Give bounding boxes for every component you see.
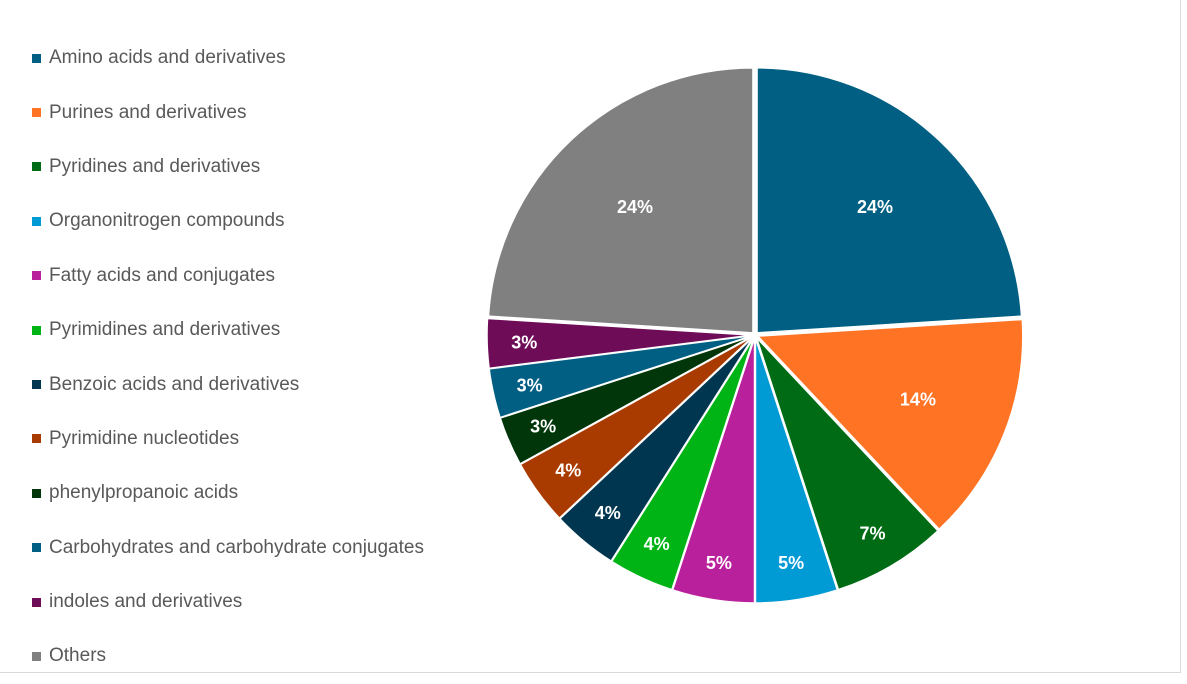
slice-data-label: 7% [860, 524, 886, 544]
pie-slice [756, 67, 1023, 334]
legend-item: Pyrimidine nucleotides [32, 412, 424, 466]
legend-label: indoles and derivatives [49, 591, 243, 613]
legend-item: Purines and derivatives [32, 85, 424, 139]
legend-item: Pyridines and derivatives [32, 140, 424, 194]
slice-data-label: 14% [900, 390, 936, 410]
legend-item: Carbohydrates and carbohydrate conjugate… [32, 521, 424, 575]
legend-swatch [32, 597, 41, 607]
legend-label: Carbohydrates and carbohydrate conjugate… [49, 536, 424, 558]
slice-data-label: 4% [595, 503, 621, 523]
slice-data-label: 5% [778, 553, 804, 573]
legend-swatch [32, 488, 41, 498]
chart-frame: Amino acids and derivatives Purines and d… [0, 0, 1181, 673]
pie-slice [558, 336, 754, 563]
slice-data-label: 4% [555, 461, 581, 481]
legend-label: Pyridines and derivatives [49, 155, 261, 177]
slice-data-label: 3% [530, 417, 556, 437]
legend-swatch [32, 53, 41, 63]
pie-slice [756, 318, 1024, 531]
slice-data-label: 24% [857, 197, 893, 217]
pie-slice [671, 337, 756, 604]
legend-swatch [32, 216, 41, 226]
chart-legend: Amino acids and derivatives Purines and d… [32, 31, 424, 684]
legend-item: Amino acids and derivatives [32, 31, 424, 85]
legend-label: Amino acids and derivatives [49, 47, 286, 69]
legend-swatch [32, 325, 41, 335]
slice-data-label: 3% [517, 375, 543, 395]
legend-label: Others [49, 645, 107, 667]
pie-slice [486, 317, 753, 370]
legend-label: Pyrimidine nucleotides [49, 427, 240, 449]
legend-item: Benzoic acids and derivatives [32, 357, 424, 411]
legend-swatch [32, 108, 41, 118]
legend-item: indoles and derivatives [32, 575, 424, 629]
slice-data-label: 24% [617, 197, 653, 217]
legend-swatch [32, 380, 41, 390]
legend-label: Fatty acids and conjugates [49, 264, 276, 286]
legend-item: Fatty acids and conjugates [32, 249, 424, 303]
legend-item: Organonitrogen compounds [32, 194, 424, 248]
pie-slice [754, 337, 839, 604]
legend-label: Purines and derivatives [49, 101, 247, 123]
legend-swatch [32, 271, 41, 281]
pie-slice [610, 337, 755, 591]
slice-data-label: 5% [706, 553, 732, 573]
legend-label: phenylpropanoic acids [49, 482, 239, 504]
legend-label: Organonitrogen compounds [49, 210, 285, 232]
pie-slice [755, 337, 939, 591]
legend-item: Others [32, 629, 424, 683]
pie-slice [487, 67, 754, 334]
legend-item: Pyrimidines and derivatives [32, 303, 424, 357]
legend-item: phenylpropanoic acids [32, 466, 424, 520]
legend-swatch [32, 162, 41, 172]
legend-swatch [32, 434, 41, 444]
slice-data-label: 4% [644, 534, 670, 554]
slice-data-label: 3% [511, 332, 537, 352]
legend-label: Pyrimidines and derivatives [49, 319, 281, 341]
legend-swatch [32, 651, 41, 661]
legend-label: Benzoic acids and derivatives [49, 373, 300, 395]
legend-swatch [32, 543, 41, 553]
